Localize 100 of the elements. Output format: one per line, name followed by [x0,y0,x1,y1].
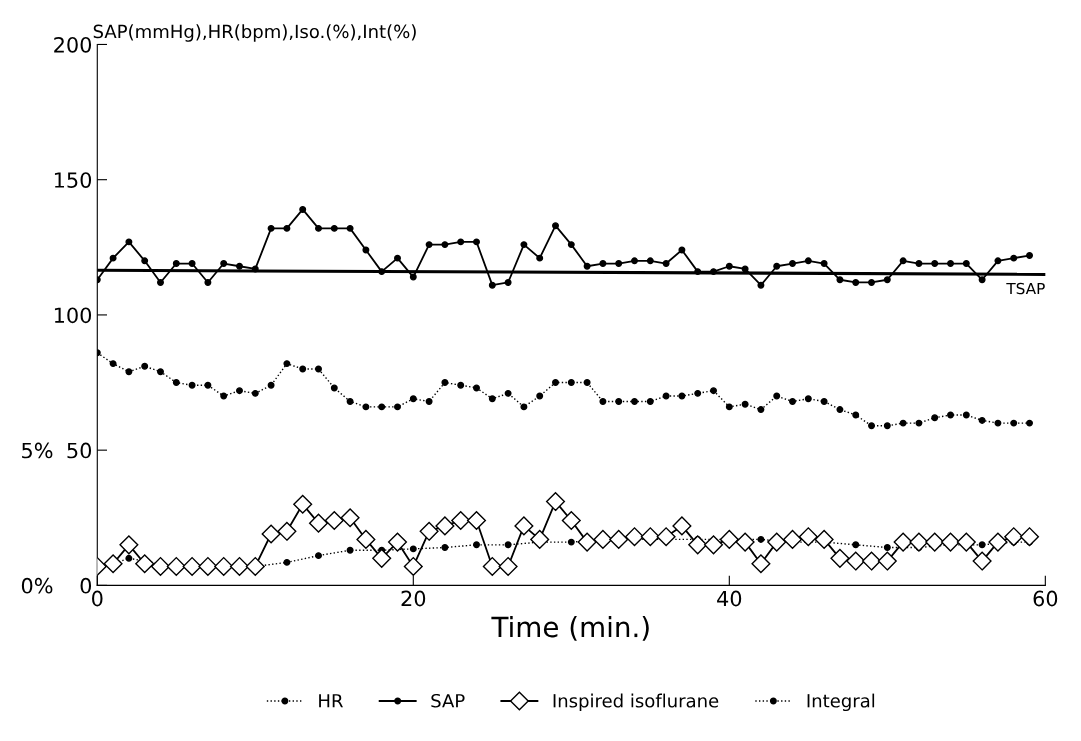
point [362,403,370,411]
point [251,389,259,397]
point [1004,527,1024,547]
point [520,241,528,249]
point [994,257,1002,265]
point [473,238,480,246]
point [577,532,597,552]
point [425,241,433,249]
point [504,541,512,549]
point [214,556,234,576]
x-tick-label: 60 [1033,590,1058,607]
point [567,379,575,387]
point [583,379,591,387]
point [883,544,891,551]
point [725,262,733,270]
point [403,556,423,576]
y-tick-label: 100 [54,307,92,324]
point [125,238,133,246]
point [893,532,913,552]
point [956,532,976,552]
point [767,532,787,552]
point [978,416,986,424]
point [157,278,164,286]
point [931,414,939,422]
point [925,532,945,552]
point [109,254,117,262]
legend-label: HR [319,694,343,708]
point [567,241,575,249]
point [473,541,480,549]
x-tick-label: 40 [717,590,742,607]
point [283,224,291,232]
y-tick-label: 50 [67,442,92,459]
point [172,379,180,387]
point [204,381,212,389]
point [852,278,860,286]
legend-label: Inspired isoflurane [553,693,719,712]
point [552,222,559,230]
point [372,548,392,568]
point [119,535,139,555]
point [820,398,828,405]
point [567,538,575,546]
point [994,419,1002,427]
point [204,278,212,286]
point [631,257,638,265]
point [972,551,992,571]
point [419,521,439,541]
point [324,510,344,531]
point [346,546,354,554]
point [330,384,338,392]
point [561,510,581,531]
point [473,384,480,392]
point [646,398,654,405]
x-tick-label: 0 [92,590,103,607]
point [836,276,844,284]
point [125,554,133,562]
y2-tick-label: 5% [22,442,53,459]
point [646,257,654,265]
point [703,535,724,555]
point [283,360,291,368]
point [141,362,149,370]
point [868,278,875,286]
point [899,257,907,265]
point [694,389,702,397]
point [441,544,449,551]
point [1026,251,1033,259]
point [141,257,149,265]
point [267,224,275,232]
point [804,395,812,403]
point [504,389,512,397]
legend-label: SAP [431,693,465,708]
point [662,392,670,400]
point [283,558,291,566]
point [425,398,433,405]
point [552,379,559,387]
point [346,398,354,405]
point [346,224,354,232]
point [609,529,629,549]
point [308,513,329,533]
point [356,529,376,549]
point [583,262,591,270]
point [315,224,322,232]
point [624,527,645,547]
point [599,398,607,405]
point [883,276,891,284]
point [387,532,408,552]
point [125,368,133,376]
point [852,411,860,419]
point [1019,527,1040,547]
point [931,260,939,268]
point [220,392,228,400]
point [615,260,623,268]
point [962,411,970,419]
point [457,381,465,389]
point [868,422,875,430]
point [245,556,265,576]
point [451,510,471,531]
point [773,392,781,400]
point [877,551,897,571]
point [409,545,417,553]
point [520,403,528,411]
